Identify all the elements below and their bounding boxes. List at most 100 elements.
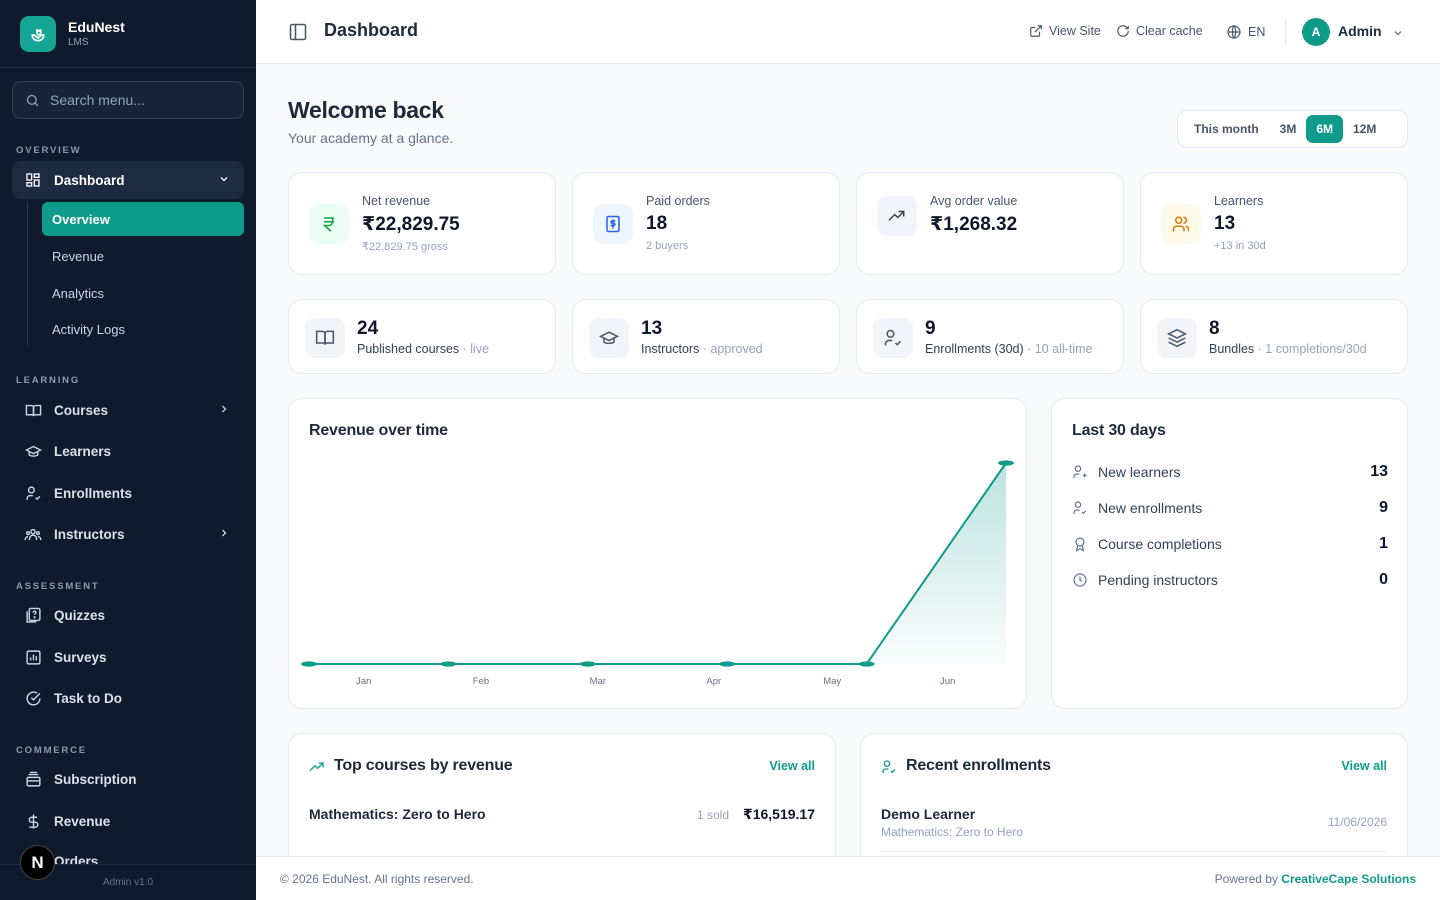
- sidebar-item-label: Task to Do: [54, 690, 123, 706]
- last30-value: 9: [1379, 499, 1388, 516]
- graduation-cap-icon: [589, 318, 629, 358]
- sidebar-item-quizzes[interactable]: Quizzes: [12, 596, 244, 634]
- user-name[interactable]: Admin: [1338, 23, 1382, 39]
- footer-powered-label: Powered by: [1214, 872, 1278, 886]
- sidebar-item-label: Revenue: [54, 813, 111, 829]
- sidebar-item-courses[interactable]: Courses: [12, 391, 244, 429]
- user-check-icon: [882, 760, 896, 774]
- sidebar-item-task-to-do[interactable]: Task to Do: [12, 679, 244, 717]
- topbar: Dashboard View Site Clear cache EN A Adm…: [256, 0, 1440, 64]
- range-this-month[interactable]: This month: [1194, 122, 1259, 136]
- range-12m[interactable]: 12M: [1353, 122, 1377, 136]
- stat-sub: ₹22,829.75 gross: [362, 241, 448, 253]
- mini-label-muted: · 10 all-time: [1027, 342, 1093, 356]
- range-6m[interactable]: 6M: [1306, 115, 1344, 143]
- divider: [1285, 20, 1286, 44]
- graduation-cap-icon: [24, 442, 42, 460]
- mini-card-courses: 24 Published courses · live: [288, 299, 556, 374]
- enrollment-course: Mathematics: Zero to Hero: [881, 825, 1024, 839]
- stat-label: Learners: [1214, 194, 1264, 208]
- sidebar-item-subscription[interactable]: Subscription: [12, 760, 244, 798]
- stat-label: Net revenue: [362, 194, 431, 208]
- sidebar-item-surveys[interactable]: Surveys: [12, 638, 244, 676]
- trending-up-icon: [877, 196, 917, 236]
- quiz-icon: [24, 606, 42, 624]
- mini-value: 9: [925, 318, 936, 339]
- page-title: Dashboard: [324, 20, 419, 40]
- language-switch[interactable]: EN: [1226, 24, 1265, 40]
- mini-card-enrollments: 9 Enrollments (30d) · 10 all-time: [856, 299, 1124, 374]
- footer-copyright: © 2026 EduNest. All rights reserved.: [280, 872, 474, 886]
- top-courses-view-all[interactable]: View all: [769, 759, 815, 773]
- section-label-overview: OVERVIEW: [16, 145, 82, 156]
- user-check-icon: [873, 318, 913, 358]
- brand[interactable]: EduNest LMS: [0, 0, 256, 68]
- bar-chart-icon: [24, 648, 42, 666]
- section-label-assessment: ASSESSMENT: [16, 581, 100, 592]
- x-tick-label: Jun: [940, 676, 956, 687]
- sidebar-item-label: Dashboard: [54, 172, 125, 188]
- sidebar-item-enrollments[interactable]: Enrollments: [12, 474, 244, 512]
- language-label: EN: [1248, 25, 1266, 39]
- top-course-sold: 1 sold: [696, 808, 729, 822]
- panel-left-icon: [289, 23, 307, 41]
- sidebar: EduNest LMS OVERVIEW Dashboard Overview …: [0, 0, 256, 900]
- sidebar-item-dashboard[interactable]: Dashboard: [12, 161, 244, 199]
- sidebar-item-label: Instructors: [54, 526, 125, 542]
- last30-label: New learners: [1098, 464, 1181, 480]
- sidebar-subitem-revenue[interactable]: Revenue: [52, 248, 105, 264]
- last30-row-new-learners: New learners 13: [1072, 462, 1388, 482]
- sidebar-item-learners[interactable]: Learners: [12, 432, 244, 470]
- sidebar-subitem-overview[interactable]: Overview: [42, 202, 244, 236]
- revenue-point-jan[interactable]: [301, 661, 317, 667]
- search-icon: [26, 94, 39, 106]
- sidebar-subitem-activity-logs[interactable]: Activity Logs: [52, 321, 125, 337]
- chart-title: Revenue over time: [309, 422, 448, 439]
- mini-label-muted: · 1 completions/30d: [1257, 342, 1367, 356]
- sidebar-toggle-button[interactable]: [288, 22, 308, 42]
- brand-sub: LMS: [68, 36, 89, 48]
- recent-enrollments-view-all[interactable]: View all: [1341, 759, 1387, 773]
- stat-sub: +13 in 30d: [1214, 240, 1266, 252]
- dashboard-grid-icon: [24, 171, 42, 189]
- mini-label: Instructors · approved: [641, 342, 763, 356]
- stat-value: ₹22,829.75: [362, 214, 460, 235]
- clear-cache-button[interactable]: Clear cache: [1116, 24, 1203, 38]
- sidebar-item-instructors[interactable]: Instructors: [12, 515, 244, 553]
- footer-company-link[interactable]: CreativeCape Solutions: [1281, 872, 1416, 886]
- last30-label: Course completions: [1098, 536, 1222, 552]
- sidebar-search[interactable]: [12, 81, 244, 119]
- stat-value: 18: [646, 213, 668, 234]
- stat-value: ₹1,268.32: [930, 214, 1018, 235]
- top-course-name[interactable]: Mathematics: Zero to Hero: [309, 806, 486, 822]
- mini-label-main: Enrollments (30d): [925, 342, 1024, 356]
- mini-card-instructors: 13 Instructors · approved: [572, 299, 840, 374]
- chevron-down-icon[interactable]: [1392, 27, 1404, 39]
- sidebar-subitem-analytics[interactable]: Analytics: [52, 285, 105, 301]
- stat-value: 13: [1214, 213, 1236, 234]
- sidebar-item-label: Subscription: [54, 771, 137, 787]
- submenu-line: [27, 202, 28, 346]
- revenue-point-may[interactable]: [858, 661, 875, 667]
- revenue-point-jun[interactable]: [998, 460, 1014, 466]
- view-site-label: View Site: [1049, 24, 1101, 38]
- stat-card-net-revenue: Net revenue ₹22,829.75 ₹22,829.75 gross: [288, 172, 556, 275]
- stat-card-paid-orders: Paid orders 18 2 buyers: [572, 172, 840, 275]
- revenue-point-mar[interactable]: [579, 661, 596, 667]
- avatar[interactable]: A: [1302, 18, 1330, 46]
- section-label-commerce: COMMERCE: [16, 745, 87, 756]
- n-badge[interactable]: N: [20, 845, 55, 880]
- sidebar-item-label: Courses: [54, 402, 109, 418]
- last30-row-new-enrollments: New enrollments 9: [1072, 498, 1388, 518]
- sidebar-search-input[interactable]: [50, 92, 230, 108]
- view-site-link[interactable]: View Site: [1029, 24, 1101, 38]
- revenue-line: [309, 462, 1007, 665]
- range-3m[interactable]: 3M: [1279, 122, 1297, 136]
- subscription-icon: [24, 770, 42, 788]
- enrollment-learner-name[interactable]: Demo Learner: [881, 806, 976, 822]
- sidebar-item-revenue[interactable]: Revenue: [12, 802, 244, 840]
- revenue-point-feb[interactable]: [440, 661, 457, 667]
- check-circle-icon: [24, 689, 42, 707]
- clear-cache-label: Clear cache: [1136, 24, 1203, 38]
- revenue-point-apr[interactable]: [719, 661, 736, 667]
